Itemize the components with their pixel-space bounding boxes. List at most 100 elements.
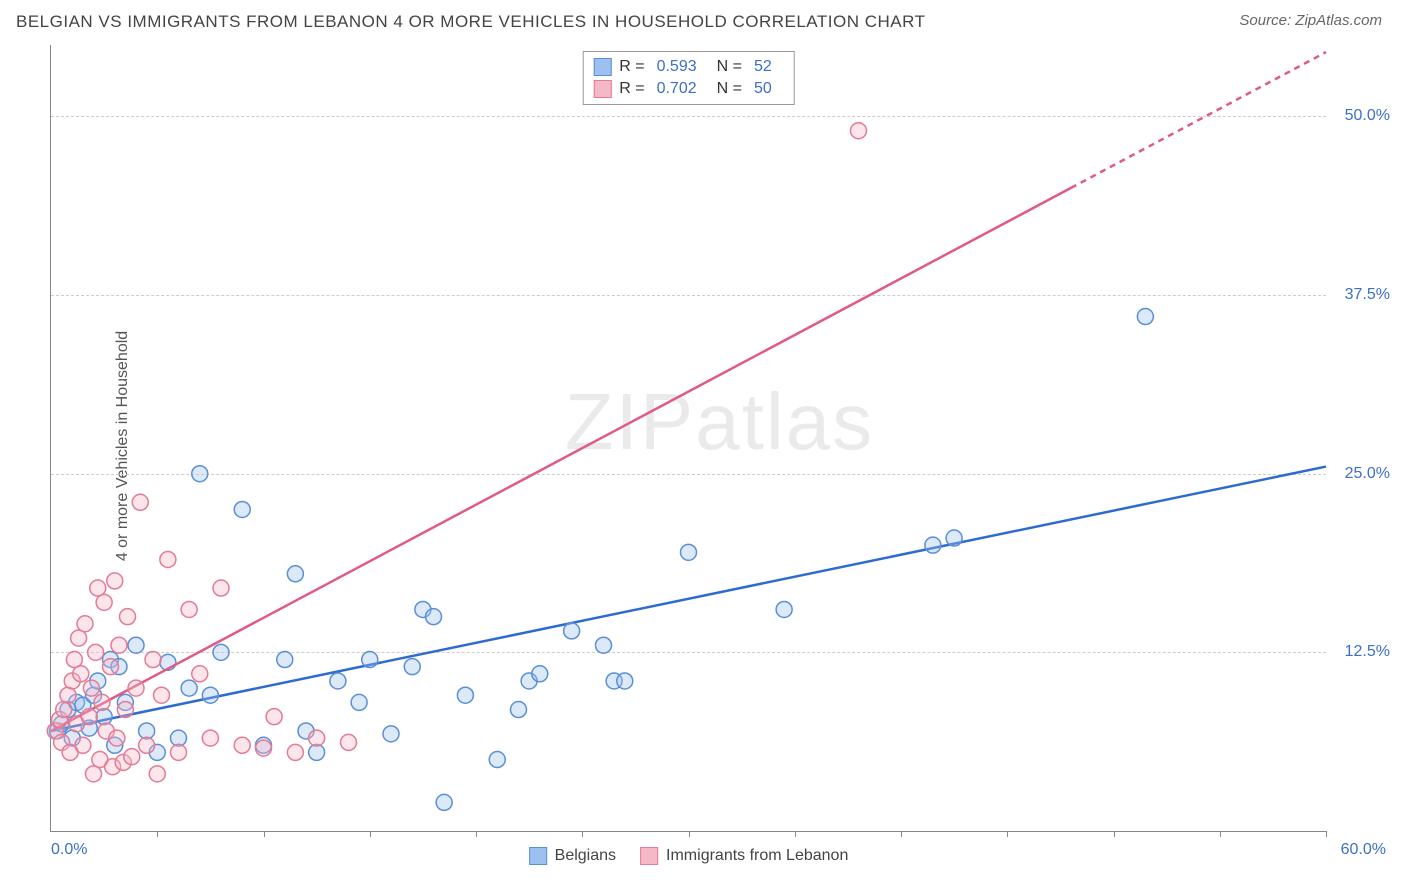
data-point-lebanon xyxy=(111,637,127,653)
data-point-lebanon xyxy=(287,744,303,760)
data-point-belgians xyxy=(383,726,399,742)
data-point-belgians xyxy=(213,644,229,660)
data-point-belgians xyxy=(457,687,473,703)
legend-stats-row-belgians: R = 0.593 N = 52 xyxy=(593,56,784,78)
data-point-lebanon xyxy=(81,709,97,725)
data-point-belgians xyxy=(489,752,505,768)
data-point-lebanon xyxy=(145,652,161,668)
r-label: R = xyxy=(619,58,644,76)
data-point-lebanon xyxy=(94,694,110,710)
data-point-lebanon xyxy=(109,730,125,746)
data-point-belgians xyxy=(564,623,580,639)
data-point-belgians xyxy=(946,530,962,546)
data-point-lebanon xyxy=(341,734,357,750)
legend-swatch-lebanon xyxy=(593,80,611,98)
x-tick xyxy=(476,831,477,837)
trendline-dash-lebanon xyxy=(1071,52,1326,188)
data-point-lebanon xyxy=(77,616,93,632)
x-tick xyxy=(1114,831,1115,837)
source-name: ZipAtlas.com xyxy=(1295,12,1382,29)
data-point-belgians xyxy=(404,659,420,675)
data-point-belgians xyxy=(96,709,112,725)
n-value-belgians: 52 xyxy=(754,58,772,76)
data-point-belgians xyxy=(776,601,792,617)
x-tick xyxy=(264,831,265,837)
data-point-lebanon xyxy=(56,702,72,718)
source-attribution: Source: ZipAtlas.com xyxy=(1239,12,1382,29)
data-point-lebanon xyxy=(181,601,197,617)
x-tick xyxy=(1220,831,1221,837)
data-point-belgians xyxy=(277,652,293,668)
data-point-belgians xyxy=(596,637,612,653)
data-point-lebanon xyxy=(139,737,155,753)
data-point-lebanon xyxy=(128,680,144,696)
data-point-lebanon xyxy=(202,730,218,746)
data-point-lebanon xyxy=(213,580,229,596)
y-tick-label: 50.0% xyxy=(1334,107,1390,125)
data-point-belgians xyxy=(181,680,197,696)
scatter-chart: ZIPatlas 12.5%25.0%37.5%50.0%0.0%60.0%R … xyxy=(50,45,1326,832)
data-point-belgians xyxy=(234,501,250,517)
n-label: N = xyxy=(717,58,742,76)
data-point-lebanon xyxy=(120,609,136,625)
x-max-label: 60.0% xyxy=(1341,841,1386,859)
data-point-lebanon xyxy=(96,594,112,610)
x-tick xyxy=(689,831,690,837)
data-point-lebanon xyxy=(266,709,282,725)
data-point-lebanon xyxy=(154,687,170,703)
data-point-belgians xyxy=(128,637,144,653)
n-label: N = xyxy=(717,80,742,98)
trendline-lebanon xyxy=(51,188,1071,731)
legend-item-lebanon: Immigrants from Lebanon xyxy=(640,847,848,865)
data-point-lebanon xyxy=(192,666,208,682)
plot-surface xyxy=(51,45,1326,831)
data-point-belgians xyxy=(1137,309,1153,325)
data-point-lebanon xyxy=(171,744,187,760)
data-point-lebanon xyxy=(88,644,104,660)
data-point-belgians xyxy=(330,673,346,689)
data-point-belgians xyxy=(436,794,452,810)
data-point-belgians xyxy=(362,652,378,668)
x-tick xyxy=(1007,831,1008,837)
legend-label-belgians: Belgians xyxy=(555,847,616,865)
data-point-lebanon xyxy=(309,730,325,746)
x-tick xyxy=(157,831,158,837)
legend-stats-row-lebanon: R = 0.702 N = 50 xyxy=(593,78,784,100)
legend-series: Belgians Immigrants from Lebanon xyxy=(529,847,849,865)
data-point-lebanon xyxy=(256,740,272,756)
chart-title: BELGIAN VS IMMIGRANTS FROM LEBANON 4 OR … xyxy=(16,12,925,32)
data-point-lebanon xyxy=(149,766,165,782)
data-point-belgians xyxy=(925,537,941,553)
r-value-lebanon: 0.702 xyxy=(657,80,697,98)
legend-swatch-lebanon xyxy=(640,847,658,865)
data-point-belgians xyxy=(192,466,208,482)
data-point-lebanon xyxy=(75,737,91,753)
data-point-lebanon xyxy=(117,702,133,718)
data-point-lebanon xyxy=(83,680,99,696)
data-point-belgians xyxy=(287,566,303,582)
legend-swatch-belgians xyxy=(529,847,547,865)
data-point-lebanon xyxy=(73,666,89,682)
r-label: R = xyxy=(619,80,644,98)
r-value-belgians: 0.593 xyxy=(657,58,697,76)
x-tick xyxy=(582,831,583,837)
legend-swatch-belgians xyxy=(593,58,611,76)
y-tick-label: 25.0% xyxy=(1334,465,1390,483)
data-point-lebanon xyxy=(160,551,176,567)
legend-label-lebanon: Immigrants from Lebanon xyxy=(666,847,848,865)
data-point-lebanon xyxy=(103,659,119,675)
legend-stats: R = 0.593 N = 52 R = 0.702 N = 50 xyxy=(582,51,795,105)
x-min-label: 0.0% xyxy=(51,841,87,859)
data-point-lebanon xyxy=(60,687,76,703)
data-point-lebanon xyxy=(851,123,867,139)
n-value-lebanon: 50 xyxy=(754,80,772,98)
y-tick-label: 37.5% xyxy=(1334,286,1390,304)
data-point-belgians xyxy=(426,609,442,625)
x-tick xyxy=(1326,831,1327,837)
source-label: Source: xyxy=(1239,12,1295,29)
data-point-lebanon xyxy=(124,749,140,765)
data-point-belgians xyxy=(351,694,367,710)
data-point-lebanon xyxy=(107,573,123,589)
x-tick xyxy=(795,831,796,837)
data-point-belgians xyxy=(681,544,697,560)
